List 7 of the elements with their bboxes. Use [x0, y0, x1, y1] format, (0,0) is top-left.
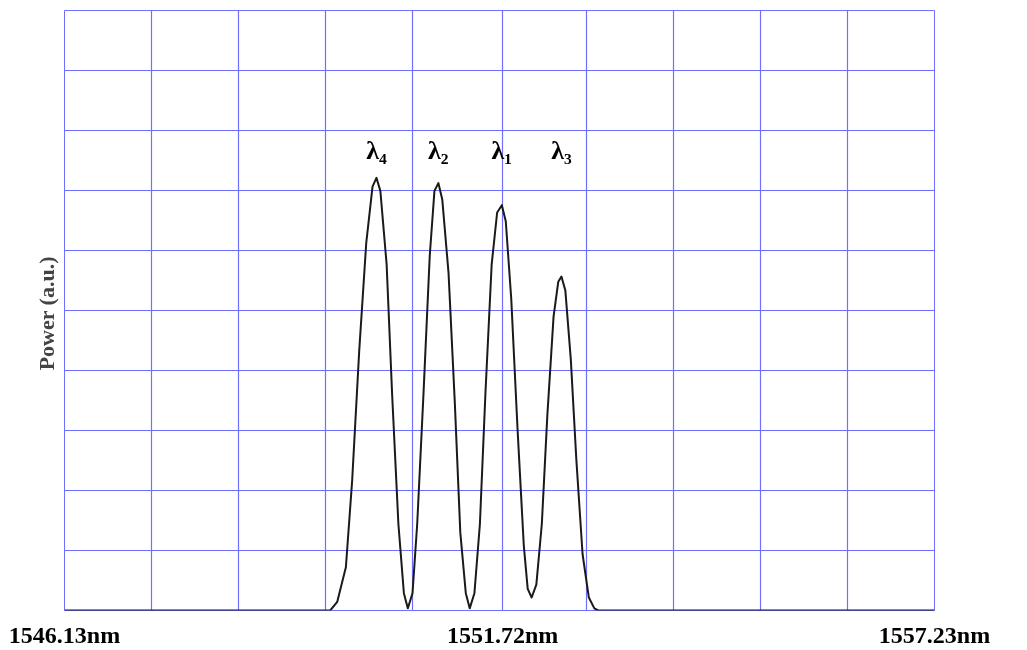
text: λ₄ [366, 135, 387, 165]
x-tick-label: 1551.72nm [446, 621, 559, 648]
x-tick-label: 1557.23nm [878, 621, 991, 648]
x-tick-label: 1546.13nm [8, 621, 121, 648]
text: λ₂ [428, 135, 449, 165]
y-axis-title: Power (a.u.) [33, 256, 59, 371]
text: λ₃ [551, 135, 572, 165]
